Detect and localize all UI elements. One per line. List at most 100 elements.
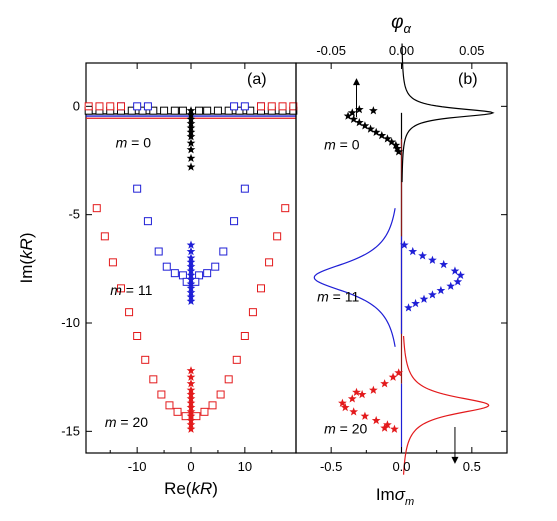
star-marker <box>428 290 437 299</box>
star-marker <box>186 275 196 284</box>
square-marker <box>149 375 158 384</box>
star-marker <box>186 283 196 293</box>
square-marker <box>160 106 169 115</box>
star-marker <box>354 104 364 114</box>
series-annotation: m = 0 <box>324 137 360 153</box>
square-marker <box>154 247 163 256</box>
star-marker <box>186 162 196 171</box>
star-marker <box>456 270 465 280</box>
star-marker <box>354 117 364 127</box>
star-marker <box>419 294 429 303</box>
panel-b-curves <box>313 43 495 475</box>
star-marker <box>186 420 196 429</box>
panel-b-xlabel: Imσm <box>376 485 414 508</box>
x-tick-label: 0.5 <box>463 459 481 474</box>
square-marker <box>273 232 282 241</box>
series-annotation: m = 20 <box>105 414 148 430</box>
square-marker <box>203 269 212 278</box>
x-tick-label: 10 <box>238 459 252 474</box>
star-marker <box>394 368 404 377</box>
square-marker <box>195 271 204 280</box>
square-marker <box>143 102 152 111</box>
panel-a-ylabel: Im(kR) <box>17 233 36 284</box>
star-marker <box>186 240 196 249</box>
star-marker <box>186 270 196 280</box>
square-marker <box>117 284 125 293</box>
square-marker <box>149 106 158 115</box>
star-marker <box>186 398 196 407</box>
star-marker <box>186 279 196 288</box>
panel-a-label: (a) <box>247 71 267 88</box>
square-marker <box>133 332 142 340</box>
panel-b-arrows <box>352 78 459 464</box>
panel-b-marks <box>338 104 465 433</box>
panel-a-ticks: -10 0 10 0 -5 -10 -15 <box>61 63 273 474</box>
panel-a-marks <box>84 102 298 433</box>
star-marker <box>186 288 196 297</box>
star-marker <box>436 285 446 295</box>
square-marker <box>165 401 174 410</box>
square-marker <box>208 401 217 410</box>
square-marker <box>200 407 209 416</box>
star-marker <box>390 424 399 433</box>
square-marker <box>100 232 109 241</box>
star-marker <box>394 147 404 156</box>
square-marker <box>141 355 150 364</box>
phi-curve-2 <box>402 335 490 475</box>
square-marker <box>127 106 136 115</box>
square-marker <box>257 284 265 293</box>
square-marker <box>289 102 298 111</box>
star-marker <box>368 385 378 394</box>
square-marker <box>133 184 142 193</box>
panel-b: -0.5 0.0 0.5-0.05 0.00 0.05 (b) m = 0m = 11m… <box>295 12 508 508</box>
panel-b-ticks: -0.5 0.0 0.5 -0.05 0.00 0.05 <box>316 43 507 474</box>
star-marker <box>439 259 449 269</box>
square-marker <box>181 412 190 421</box>
star-marker <box>186 257 196 267</box>
x-tick-label: 0 <box>187 459 194 474</box>
square-marker <box>192 412 201 421</box>
star-marker <box>392 143 402 153</box>
star-marker <box>186 415 196 425</box>
square-marker <box>178 106 187 115</box>
square-marker <box>230 217 239 226</box>
star-marker <box>186 411 196 420</box>
star-marker <box>357 389 367 399</box>
square-marker <box>224 375 233 384</box>
square-marker <box>195 106 204 115</box>
star-marker <box>343 111 353 120</box>
phi-curve-1 <box>313 208 396 347</box>
square-marker <box>117 102 125 111</box>
star-marker <box>360 121 370 130</box>
square-marker <box>106 102 115 111</box>
star-marker <box>380 379 389 388</box>
star-marker <box>404 303 413 312</box>
square-marker <box>230 102 239 111</box>
star-marker <box>186 106 196 115</box>
square-marker <box>240 102 249 111</box>
star-marker <box>360 411 370 420</box>
series-annotation: m = 11 <box>110 282 152 298</box>
panel-b-annotations: m = 0 m = 11 m = 20 <box>317 137 367 437</box>
star-marker <box>186 127 196 137</box>
square-marker <box>170 269 179 278</box>
square-marker <box>211 262 220 271</box>
star-marker <box>186 372 196 381</box>
star-marker <box>186 246 196 256</box>
square-marker <box>216 390 225 399</box>
panel-a: -10 0 10 0 -5 -10 -15 (a) m = 0 m = 11 m = 20 Re… <box>17 62 298 498</box>
square-marker <box>267 102 276 111</box>
star-marker <box>186 138 196 147</box>
star-marker <box>186 296 196 306</box>
y-tick-label: -5 <box>68 207 80 222</box>
square-marker <box>246 106 255 115</box>
square-marker <box>138 106 147 115</box>
star-marker <box>399 240 409 249</box>
star-marker <box>186 292 196 301</box>
square-marker <box>232 355 241 364</box>
star-marker <box>371 127 381 137</box>
star-marker <box>388 372 398 381</box>
panel-a-annotations: m = 0 m = 11 m = 20 <box>105 135 153 431</box>
square-marker <box>178 271 187 280</box>
